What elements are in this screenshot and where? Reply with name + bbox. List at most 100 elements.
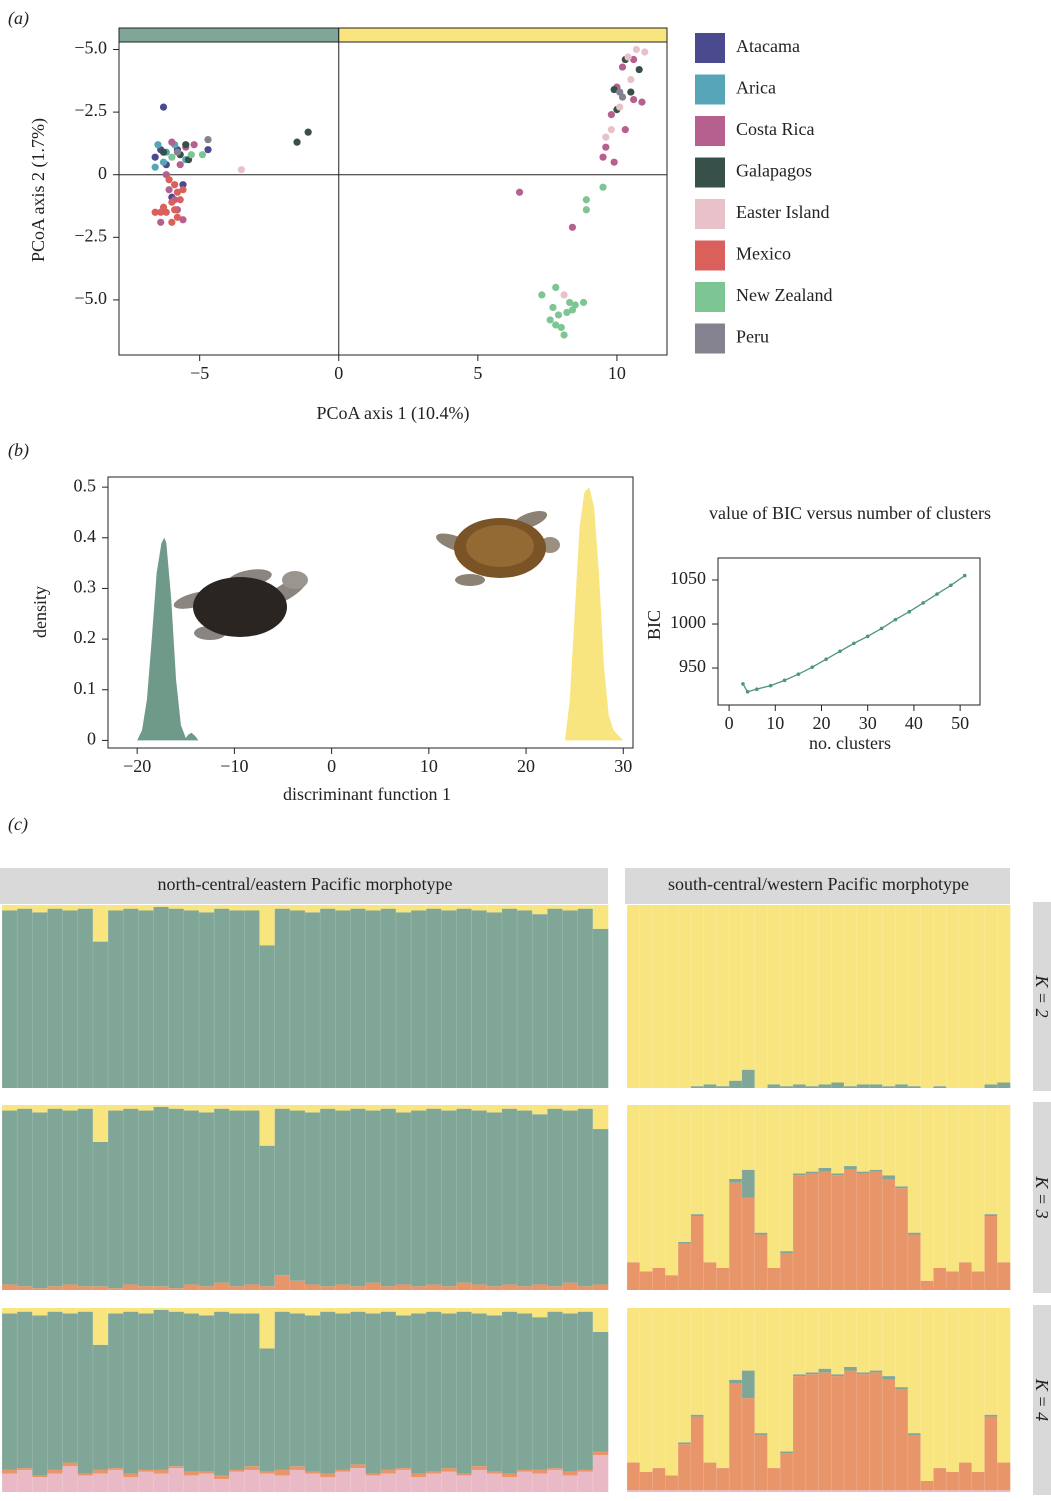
ancestry-segment <box>17 905 33 909</box>
point <box>171 181 179 189</box>
ancestry-segment <box>77 1308 94 1312</box>
ancestry-segment <box>138 905 154 911</box>
ancestry-segment <box>77 1311 94 1474</box>
ancestry-segment <box>123 1308 139 1312</box>
ancestry-segment <box>818 1372 832 1491</box>
ancestry-segment <box>92 1308 109 1345</box>
ancestry-segment <box>2 910 18 1088</box>
ancestry-segment <box>441 1110 457 1287</box>
bic-point <box>745 689 750 694</box>
ancestry-segment <box>729 905 743 1081</box>
ancestry-segment <box>805 1171 819 1174</box>
ancestry-segment <box>259 1471 275 1474</box>
point <box>582 196 590 204</box>
ancestry-segment <box>62 1284 79 1290</box>
ancestry-segment <box>77 1105 94 1109</box>
ancestry-segment <box>274 1275 291 1290</box>
point <box>151 208 159 216</box>
ancestry-segment <box>517 1313 533 1470</box>
ancestry-segment <box>77 1475 94 1492</box>
ancestry-segment <box>532 1105 548 1115</box>
ancestry-segment <box>780 905 794 1087</box>
ancestry-segment <box>577 908 594 1088</box>
ancestry-segment <box>62 1313 79 1463</box>
ancestry-segment <box>971 905 985 1088</box>
ancestry-segment <box>780 1086 794 1088</box>
ancestry-segment <box>547 905 563 909</box>
ancestry-segment <box>274 1108 291 1276</box>
ancestry-segment <box>517 1105 533 1111</box>
x-tick-label: 5 <box>473 363 482 383</box>
y-tick-label: 950 <box>679 656 706 676</box>
ancestry-segment <box>244 1466 260 1470</box>
ancestry-segment <box>690 1216 704 1290</box>
ancestry-segment <box>350 1468 366 1492</box>
ancestry-segment <box>577 1471 594 1492</box>
ancestry-segment <box>831 1175 845 1290</box>
ancestry-segment <box>441 1471 457 1492</box>
ancestry-segment <box>805 905 819 1087</box>
ancestry-segment <box>2 1308 18 1314</box>
ancestry-segment <box>690 905 704 1087</box>
point <box>579 298 588 307</box>
ancestry-segment <box>946 1105 960 1272</box>
ancestry-segment <box>933 1105 947 1268</box>
ancestry-segment <box>933 905 947 1087</box>
ancestry-segment <box>532 1308 548 1318</box>
x-tick-label: 50 <box>951 713 969 733</box>
point <box>552 321 560 329</box>
ancestry-segment <box>690 1308 704 1415</box>
ancestry-segment <box>456 1473 472 1476</box>
point <box>173 213 182 221</box>
ancestry-segment <box>411 1477 427 1492</box>
ancestry-segment <box>108 1110 124 1289</box>
ancestry-segment <box>441 1105 457 1111</box>
ancestry-segment <box>153 1308 169 1310</box>
x-tick-label: 30 <box>614 756 632 776</box>
facet-header <box>0 868 608 904</box>
ancestry-segment <box>818 905 832 1085</box>
ancestry-segment <box>882 1379 896 1491</box>
legend-label: Easter Island <box>736 202 829 222</box>
ancestry-segment <box>627 1308 641 1463</box>
ancestry-segment <box>395 1308 412 1316</box>
ancestry-segment <box>869 1171 883 1290</box>
ancestry-segment <box>62 1466 79 1492</box>
ancestry-segment <box>471 1466 488 1470</box>
y-axis-label: BIC <box>644 610 664 640</box>
ancestry-segment <box>997 1105 1011 1263</box>
ancestry-segment <box>665 905 679 1088</box>
ancestry-segment <box>729 1080 743 1088</box>
ancestry-segment <box>335 1110 351 1285</box>
ancestry-segment <box>411 1286 427 1290</box>
ancestry-segment <box>869 1372 883 1491</box>
ancestry-segment <box>244 1110 260 1285</box>
ancestry-segment <box>17 1311 33 1469</box>
ancestry-segment <box>729 1179 743 1183</box>
ancestry-segment <box>198 1105 215 1113</box>
ancestry-segment <box>289 1308 306 1314</box>
ancestry-segment <box>471 1313 488 1467</box>
ancestry-segment <box>665 1490 679 1492</box>
ancestry-segment <box>741 1169 755 1198</box>
ancestry-segment <box>665 1275 679 1290</box>
ancestry-segment <box>592 1451 609 1456</box>
ancestry-segment <box>517 1471 533 1492</box>
ancestry-segment <box>395 1468 412 1470</box>
plot-frame <box>118 41 668 356</box>
ancestry-segment <box>138 1105 154 1111</box>
ancestry-segment <box>767 1267 781 1290</box>
x-tick-label: 20 <box>517 756 535 776</box>
ancestry-segment <box>627 1462 641 1491</box>
ancestry-segment <box>47 1108 63 1287</box>
ancestry-segment <box>690 1414 704 1417</box>
point <box>610 158 618 166</box>
ancestry-segment <box>933 1267 947 1290</box>
ancestry-segment <box>984 1490 998 1492</box>
ancestry-segment <box>716 1468 730 1491</box>
point <box>293 138 301 146</box>
ancestry-segment <box>2 1105 18 1111</box>
x-tick-label: −10 <box>220 756 248 776</box>
point <box>552 283 560 291</box>
ancestry-segment <box>123 1284 139 1290</box>
